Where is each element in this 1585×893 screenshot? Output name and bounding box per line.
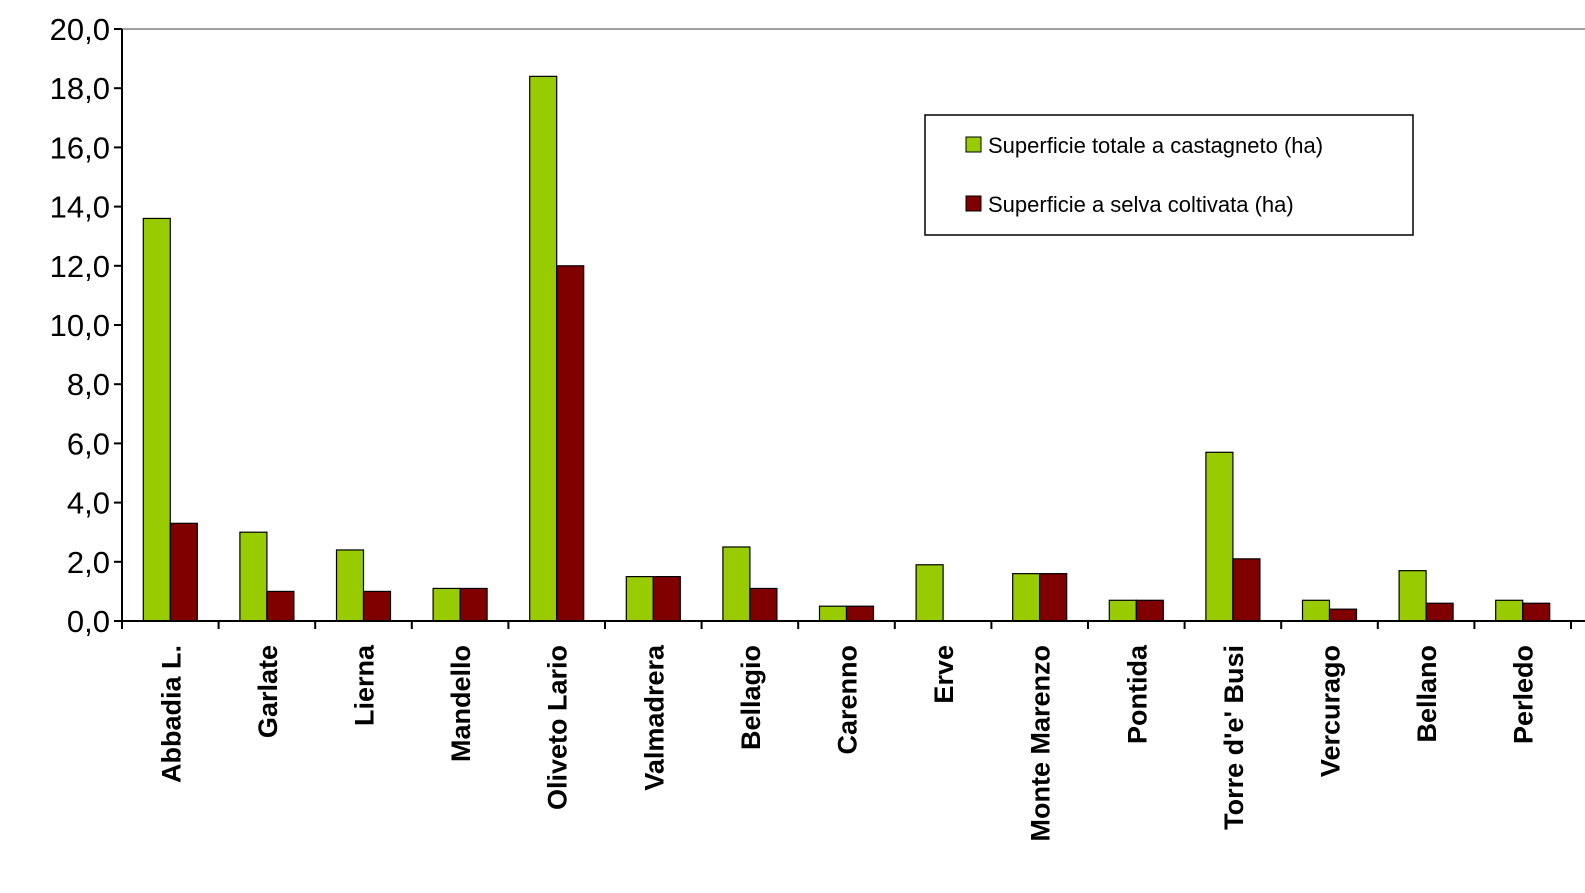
bar-superficie-totale: [1301, 599, 1331, 622]
x-tick-label: Carenno: [833, 645, 863, 755]
x-tick-label: Monte Marenzo: [1026, 645, 1056, 842]
bar-selva-coltivata: [652, 575, 681, 622]
x-tick-label: Oliveto Lario: [543, 645, 573, 810]
x-tick-label: Garlate: [253, 645, 283, 738]
x-tick-label: Pontida: [1122, 644, 1152, 744]
y-tick-label: 4,0: [67, 486, 110, 521]
bar-superficie-totale: [1495, 599, 1524, 622]
bar-superficie-totale: [915, 564, 944, 622]
bar-superficie-totale: [142, 217, 171, 622]
x-tick-label: Abbadia L.: [156, 645, 186, 783]
bar-selva-coltivata: [845, 605, 875, 622]
y-tick-label: 14,0: [50, 190, 110, 225]
bar-superficie-totale: [239, 531, 268, 622]
bar-selva-coltivata: [362, 590, 392, 622]
bar-superficie-totale: [625, 575, 654, 622]
x-tick-label: Perledo: [1509, 645, 1539, 744]
bars: [142, 75, 1551, 622]
bar-selva-coltivata: [1425, 602, 1454, 622]
y-tick-label: 8,0: [67, 367, 110, 402]
x-tick-label: Torre d'e' Busi: [1219, 645, 1249, 830]
y-tick-label: 18,0: [50, 71, 110, 106]
y-axis: 0,0 2,0 4,0 6,0 8,0 10,0 12,0 14,0 16,0 18,0 20,0: [50, 12, 123, 639]
legend: Superficie totale a castagneto (ha) Super…: [924, 114, 1414, 236]
bar-selva-coltivata: [749, 587, 778, 622]
bar-superficie-totale: [1012, 573, 1041, 622]
x-tick-label: Mandello: [446, 645, 476, 762]
y-tick-label: 0,0: [67, 604, 110, 639]
bar-superficie-totale: [818, 605, 848, 622]
bar-superficie-totale: [1205, 451, 1234, 622]
x-tick-label: Vercurago: [1316, 645, 1346, 777]
y-tick-label: 12,0: [50, 249, 110, 284]
x-tick-label: Bellagio: [736, 645, 766, 750]
y-tick-label: 16,0: [50, 130, 110, 165]
bar-selva-coltivata: [1039, 573, 1068, 622]
legend-swatch: [965, 136, 982, 153]
legend-label: Superficie totale a castagneto (ha): [988, 133, 1323, 158]
bar-superficie-totale: [722, 546, 751, 622]
legend-label: Superficie a selva coltivata (ha): [988, 192, 1294, 217]
bar-superficie-totale: [432, 587, 461, 622]
bar-superficie-totale: [335, 549, 365, 622]
y-tick-label: 6,0: [67, 426, 110, 461]
x-tick-label: Lierna: [350, 644, 380, 726]
legend-box: [924, 114, 1414, 236]
y-tick-label: 2,0: [67, 545, 110, 580]
bar-selva-coltivata: [1328, 608, 1358, 622]
bar-selva-coltivata: [1232, 558, 1261, 622]
x-tick-label: Bellano: [1412, 645, 1442, 743]
bar-superficie-totale: [529, 75, 558, 622]
bar-selva-coltivata: [1522, 602, 1551, 622]
bar-selva-coltivata: [1135, 599, 1164, 622]
bar-superficie-totale: [1398, 570, 1427, 622]
bar-selva-coltivata: [556, 265, 585, 622]
x-axis: Abbadia L. Garlate Lierna Mandello Oliveto L…: [121, 620, 1585, 842]
x-tick-label: Valmadrera: [639, 644, 669, 791]
legend-swatch: [965, 195, 982, 212]
bar-superficie-totale: [1108, 599, 1137, 622]
y-tick-label: 20,0: [50, 12, 110, 47]
bar-selva-coltivata: [459, 587, 488, 622]
y-tick-label: 10,0: [50, 308, 110, 343]
x-tick-label: Erve: [929, 645, 959, 704]
bar-selva-coltivata: [169, 522, 198, 622]
bar-selva-coltivata: [266, 590, 295, 622]
